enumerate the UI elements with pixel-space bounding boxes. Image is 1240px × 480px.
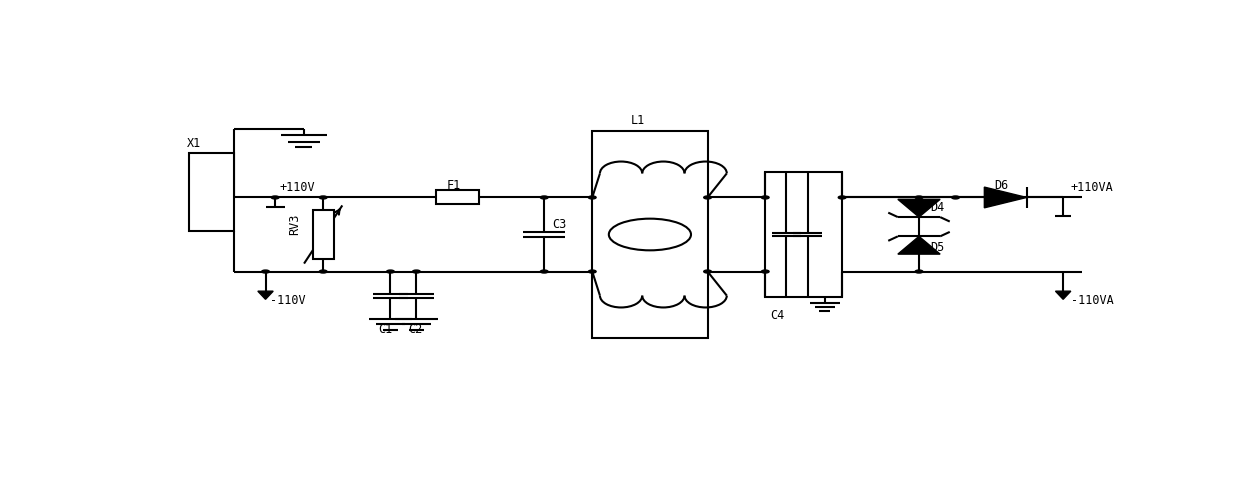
Bar <box>593 132 708 338</box>
Text: +110VA: +110VA <box>1071 180 1114 193</box>
Circle shape <box>272 197 279 200</box>
Text: F1: F1 <box>446 179 460 192</box>
Text: D5: D5 <box>930 241 945 254</box>
Circle shape <box>951 197 960 200</box>
Polygon shape <box>1055 291 1071 300</box>
Text: L1: L1 <box>631 114 645 127</box>
Circle shape <box>320 197 327 200</box>
Text: D4: D4 <box>930 201 945 214</box>
Circle shape <box>761 271 769 274</box>
Text: X1: X1 <box>187 136 201 149</box>
Circle shape <box>761 197 769 200</box>
Text: C1: C1 <box>378 322 392 335</box>
Circle shape <box>704 197 712 200</box>
Circle shape <box>387 271 394 274</box>
Bar <box>436 191 480 205</box>
Circle shape <box>704 271 712 274</box>
Text: C3: C3 <box>552 217 567 230</box>
Circle shape <box>589 271 596 274</box>
Circle shape <box>541 197 548 200</box>
Text: -110VA: -110VA <box>1071 293 1114 306</box>
Circle shape <box>413 271 420 274</box>
Bar <box>312 211 334 259</box>
Circle shape <box>915 271 923 274</box>
Text: -110V: -110V <box>270 293 306 306</box>
Polygon shape <box>258 291 273 300</box>
Bar <box>188 154 234 231</box>
Text: C4: C4 <box>770 308 784 321</box>
Polygon shape <box>898 237 940 254</box>
Text: D6: D6 <box>994 179 1008 192</box>
Circle shape <box>320 271 327 274</box>
Text: +110V: +110V <box>280 180 315 193</box>
Circle shape <box>915 197 923 200</box>
Text: C2: C2 <box>409 322 423 335</box>
Text: RV3: RV3 <box>288 213 301 235</box>
Polygon shape <box>985 188 1027 208</box>
Circle shape <box>262 271 269 274</box>
Circle shape <box>838 197 846 200</box>
Circle shape <box>589 197 596 200</box>
Polygon shape <box>898 200 940 217</box>
Circle shape <box>541 271 548 274</box>
Bar <box>765 172 842 298</box>
